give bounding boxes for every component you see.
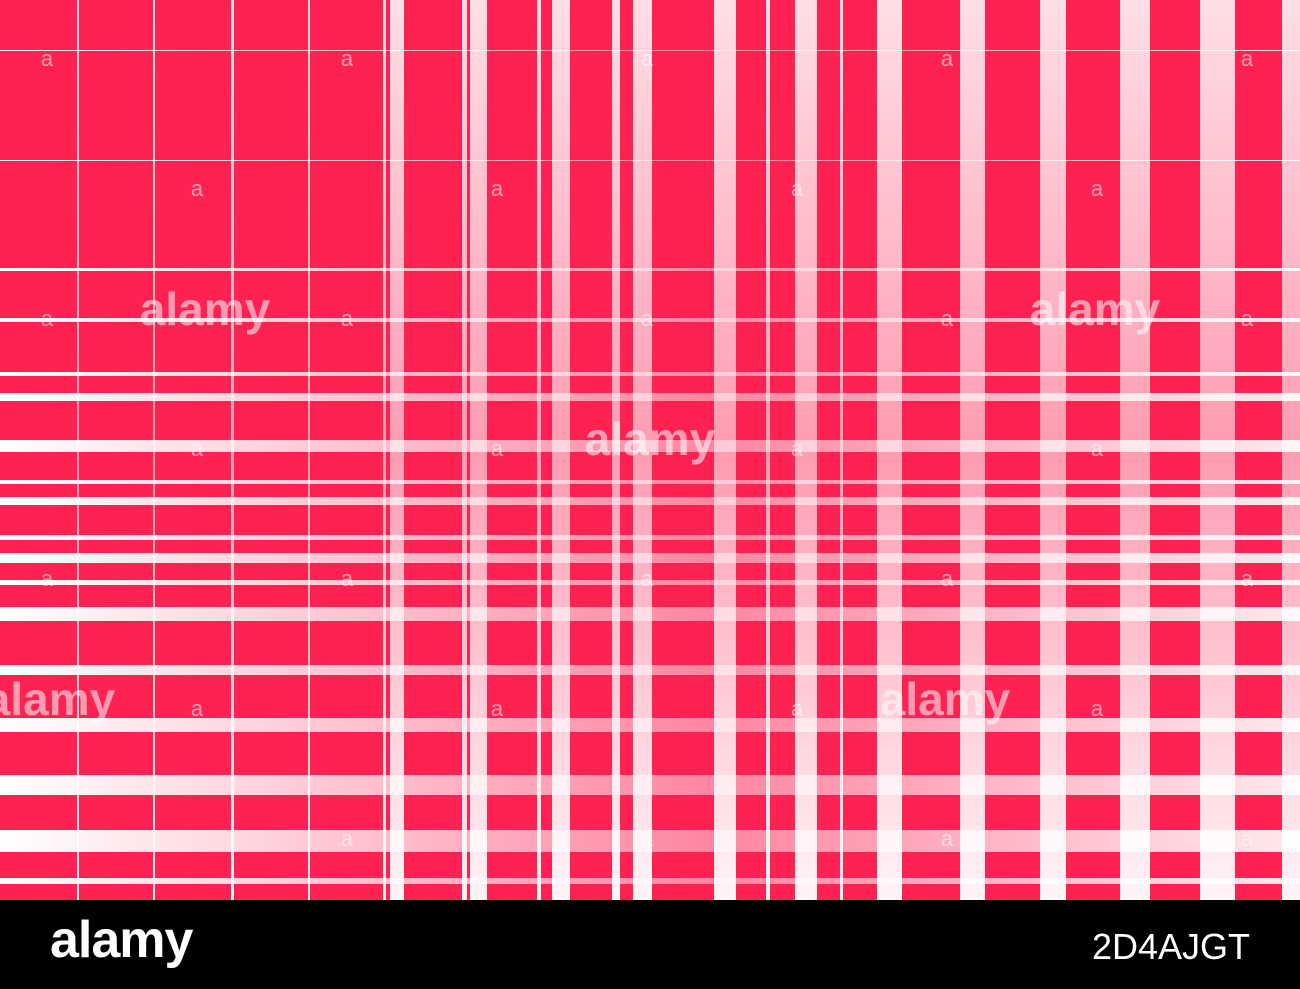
- image-id: 2D4AJGT: [1091, 926, 1250, 967]
- watermark-small: a: [941, 46, 954, 71]
- watermark-small: a: [1091, 176, 1104, 201]
- watermark-small: a: [791, 176, 804, 201]
- watermark-small: a: [941, 566, 954, 591]
- watermark-small: a: [491, 696, 504, 721]
- watermark-small: a: [341, 826, 354, 851]
- watermark-small: a: [191, 436, 204, 461]
- watermark-large: alamy: [0, 673, 116, 725]
- watermark-small: a: [491, 436, 504, 461]
- watermark-small: a: [41, 306, 54, 331]
- stripe: [0, 440, 1300, 452]
- watermark-small: a: [641, 826, 654, 851]
- stripe: [0, 160, 1300, 161]
- stripe: [0, 580, 1300, 585]
- watermark-small: a: [641, 46, 654, 71]
- watermark-small: a: [1241, 306, 1254, 331]
- stripe: [0, 718, 1300, 732]
- stripe: [0, 775, 1300, 795]
- horizontal-stripes: [0, 50, 1300, 884]
- watermark-small: a: [791, 436, 804, 461]
- watermark-small: a: [641, 306, 654, 331]
- footer: alamy 2D4AJGT: [0, 900, 1300, 989]
- logo: alamy: [50, 911, 193, 969]
- watermark-small: a: [1241, 566, 1254, 591]
- watermark-small: a: [1091, 436, 1104, 461]
- watermark-small: a: [791, 696, 804, 721]
- stripe: [0, 480, 1300, 484]
- abstract-image: a a a a a a a a a a a a a a a a a a a a a a a a a a a a a a a a alamy ala…: [0, 0, 1300, 900]
- watermark-small: a: [341, 566, 354, 591]
- stripe: [0, 372, 1300, 376]
- stripe: [0, 393, 1300, 401]
- watermark-small: a: [41, 826, 54, 851]
- watermark-large: alamy: [880, 673, 1011, 725]
- watermark-small: a: [1241, 46, 1254, 71]
- watermark-small: a: [491, 176, 504, 201]
- stripe: [0, 665, 1300, 675]
- stripe: [0, 50, 1300, 51]
- watermark-small: a: [191, 176, 204, 201]
- watermarks: a a a a a a a a a a a a a a a a a a a a a a a a a a a a a a a a alamy ala…: [0, 46, 1254, 851]
- stripe: [0, 497, 1300, 505]
- stripe: [0, 878, 1300, 884]
- watermark-small: a: [641, 566, 654, 591]
- watermark-small: a: [941, 306, 954, 331]
- watermark-small: a: [1241, 826, 1254, 851]
- stripe: [0, 830, 1300, 852]
- stripe: [0, 268, 1300, 271]
- stripe: [0, 535, 1300, 540]
- stripe: [0, 553, 1300, 563]
- watermark-large: alamy: [585, 413, 716, 465]
- stripe: [0, 318, 1300, 322]
- watermark-large: alamy: [1030, 283, 1161, 335]
- watermark-small: a: [191, 696, 204, 721]
- stripe: [0, 607, 1300, 621]
- watermark-small: a: [1091, 696, 1104, 721]
- watermark-small: a: [341, 306, 354, 331]
- watermark-small: a: [41, 46, 54, 71]
- watermark-small: a: [341, 46, 354, 71]
- watermark-small: a: [41, 566, 54, 591]
- watermark-large: alamy: [140, 283, 271, 335]
- watermark-small: a: [941, 826, 954, 851]
